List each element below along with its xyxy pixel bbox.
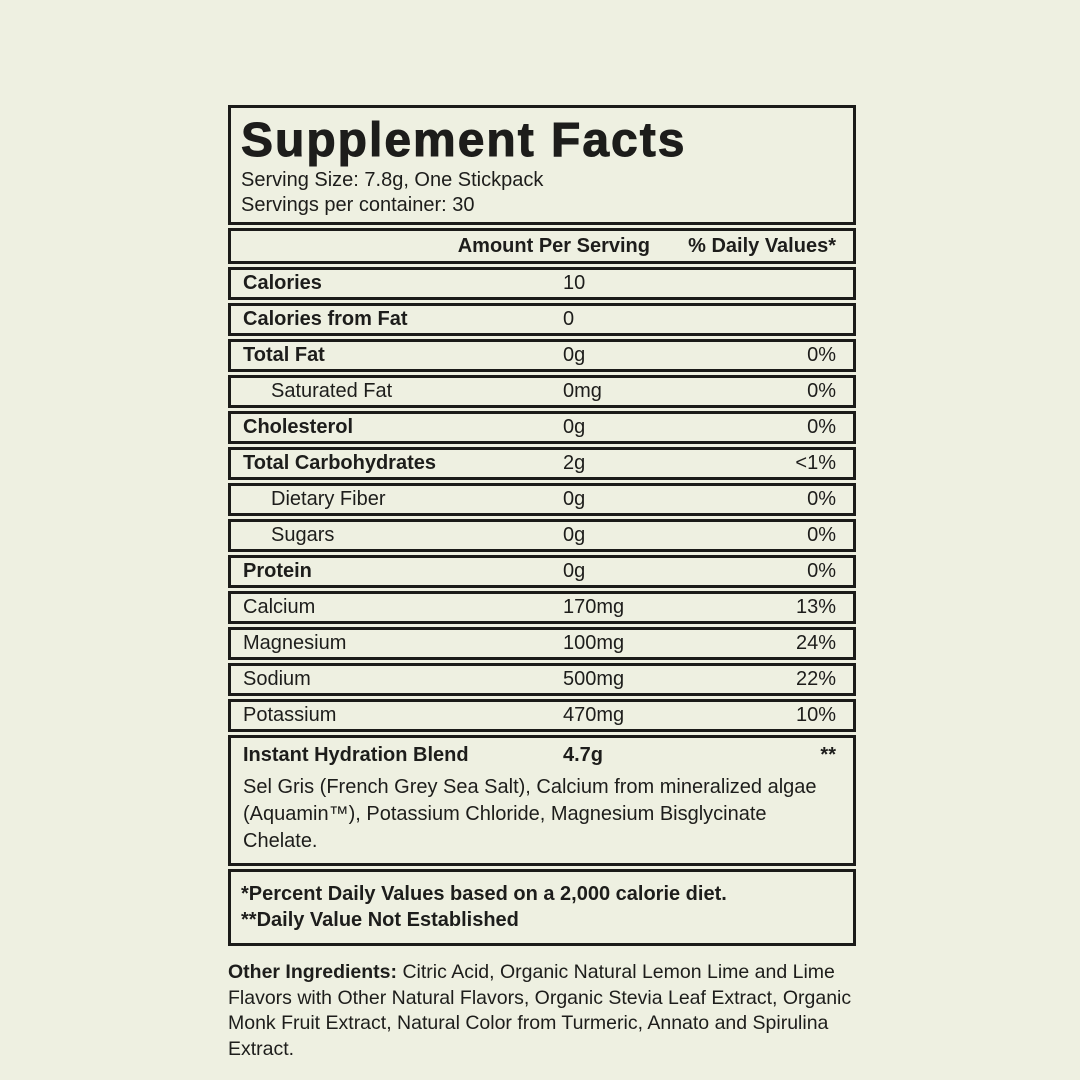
nutrient-amount: 0g xyxy=(563,524,586,546)
label-header-box: Supplement Facts Serving Size: 7.8g, One… xyxy=(228,105,856,225)
nutrient-row: Calcium 170mg 13% xyxy=(228,591,856,624)
nutrient-amount: 170mg xyxy=(563,596,625,618)
nutrient-daily-value: 24% xyxy=(795,632,836,654)
nutrient-row: Sugars 0g 0% xyxy=(228,519,856,552)
footnote-not-established: **Daily Value Not Established xyxy=(241,909,519,931)
other-ingredients: Other Ingredients: Citric Acid, Organic … xyxy=(228,960,856,1062)
nutrient-row: Potassium 470mg 10% xyxy=(228,699,856,732)
nutrient-row: Magnesium 100mg 24% xyxy=(228,627,856,660)
nutrient-name: Magnesium xyxy=(243,632,347,654)
blend-name: Instant Hydration Blend xyxy=(243,743,469,766)
blend-box: Instant Hydration Blend 4.7g ** Sel Gris… xyxy=(228,735,856,866)
nutrient-name: Calcium xyxy=(243,596,316,618)
column-header-daily-values: % Daily Values* xyxy=(688,234,836,257)
nutrient-daily-value: 0% xyxy=(807,344,836,366)
page-title: Supplement Facts xyxy=(241,114,687,168)
nutrient-amount: 0g xyxy=(563,416,586,438)
nutrient-amount: 0mg xyxy=(563,380,602,402)
nutrient-amount: 0g xyxy=(563,344,586,366)
nutrient-row: Protein 0g 0% xyxy=(228,555,856,588)
nutrient-daily-value: 0% xyxy=(807,416,836,438)
nutrient-name: Total Carbohydrates xyxy=(243,452,436,474)
servings-per-container-text: Servings per container: 30 xyxy=(241,194,475,216)
blend-amount: 4.7g xyxy=(563,743,604,766)
nutrient-daily-value: 0% xyxy=(807,488,836,510)
nutrient-daily-value: 22% xyxy=(795,668,836,690)
nutrient-row: Cholesterol 0g 0% xyxy=(228,411,856,444)
nutrient-name: Sugars xyxy=(271,524,335,546)
nutrient-daily-value: 10% xyxy=(795,704,836,726)
nutrient-name: Cholesterol xyxy=(243,416,354,438)
footnote-box: *Percent Daily Values based on a 2,000 c… xyxy=(228,869,856,946)
column-header-amount: Amount Per Serving xyxy=(457,234,650,257)
nutrient-rows-container: Calories 10 Calories from Fat 0 Total Fa… xyxy=(228,267,856,732)
supplement-facts-label: Supplement Facts Serving Size: 7.8g, One… xyxy=(228,105,856,1062)
serving-size-text: Serving Size: 7.8g, One Stickpack xyxy=(241,169,544,191)
nutrient-name: Dietary Fiber xyxy=(271,488,386,510)
nutrient-amount: 100mg xyxy=(563,632,625,654)
column-header-row: Amount Per Serving % Daily Values* xyxy=(228,228,856,264)
nutrient-name: Sodium xyxy=(243,668,311,690)
nutrient-row: Calories 10 xyxy=(228,267,856,300)
nutrient-row: Dietary Fiber 0g 0% xyxy=(228,483,856,516)
nutrient-row: Sodium 500mg 22% xyxy=(228,663,856,696)
blend-ingredients-text: Sel Gris (French Grey Sea Salt), Calcium… xyxy=(243,776,817,852)
nutrient-row: Calories from Fat 0 xyxy=(228,303,856,336)
nutrient-daily-value: <1% xyxy=(795,452,836,474)
nutrient-amount: 10 xyxy=(563,272,586,294)
footnote-daily-values: *Percent Daily Values based on a 2,000 c… xyxy=(241,883,727,905)
nutrient-daily-value: 0% xyxy=(807,560,836,582)
nutrient-row: Total Carbohydrates 2g <1% xyxy=(228,447,856,480)
blend-daily-value: ** xyxy=(820,743,836,766)
nutrient-name: Protein xyxy=(243,560,312,582)
nutrient-daily-value: 0% xyxy=(807,380,836,402)
nutrient-amount: 0g xyxy=(563,488,586,510)
blend-header-row: Instant Hydration Blend 4.7g ** xyxy=(231,738,853,772)
nutrient-name: Calories from Fat xyxy=(243,308,408,330)
other-ingredients-text: Citric Acid, Organic Natural Lemon Lime … xyxy=(228,961,852,1060)
nutrient-amount: 500mg xyxy=(563,668,625,690)
nutrient-name: Calories xyxy=(243,272,322,294)
nutrient-name: Total Fat xyxy=(243,344,325,366)
nutrient-amount: 0 xyxy=(563,308,575,330)
nutrient-name: Saturated Fat xyxy=(271,380,393,402)
nutrient-amount: 470mg xyxy=(563,704,625,726)
nutrient-amount: 2g xyxy=(563,452,586,474)
nutrient-row: Total Fat 0g 0% xyxy=(228,339,856,372)
nutrient-name: Potassium xyxy=(243,704,337,726)
other-ingredients-label: Other Ingredients: xyxy=(228,961,398,983)
nutrient-row: Saturated Fat 0mg 0% xyxy=(228,375,856,408)
nutrient-daily-value: 0% xyxy=(807,524,836,546)
nutrient-amount: 0g xyxy=(563,560,586,582)
nutrient-daily-value: 13% xyxy=(795,596,836,618)
